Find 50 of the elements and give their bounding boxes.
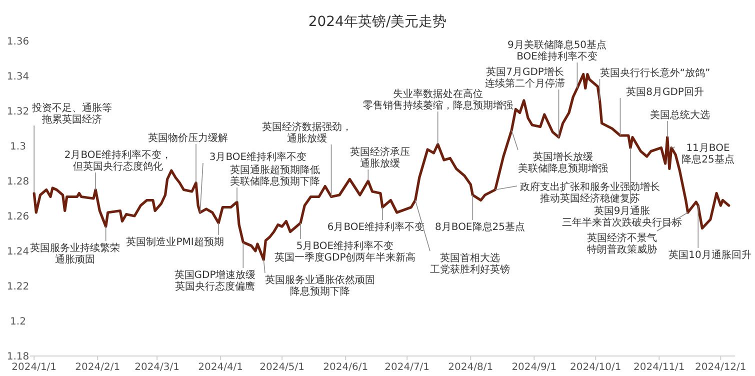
x-tick-label: 2024/11/1 xyxy=(634,362,685,373)
x-tick-label: 2024/12/1 xyxy=(695,362,746,373)
annotation: 英国8月GDP回升 xyxy=(626,86,704,98)
annotation: 8月BOE降息25基点 xyxy=(435,221,525,233)
annotation: 6月BOE维持利率不变 xyxy=(327,221,425,233)
annotation: 英国制造业PMI超预期 xyxy=(126,236,224,248)
x-tick-label: 2024/10/1 xyxy=(570,362,622,373)
annotation: 英国经济数据强劲，通胀放缓 xyxy=(262,121,352,144)
y-tick-label: 1.36 xyxy=(6,36,30,48)
annotation: 英国经济不景气特朗普政策威胁 xyxy=(587,232,657,256)
annotation: 英国9月通胀三年半来首次跌破央行目标 xyxy=(562,205,682,228)
chart-title: 2024年英镑/美元走势 xyxy=(308,14,447,30)
y-tick-label: 1.22 xyxy=(6,282,30,292)
annotation: 9月美联储降息50基点BOE维持利率不变 xyxy=(507,39,607,62)
y-tick-label: 1.32 xyxy=(6,106,30,118)
y-tick-label: 1.34 xyxy=(6,72,30,82)
y-tick-label: 1.3 xyxy=(10,142,26,152)
annotation: 投资不足、通胀等拖累英国经济 xyxy=(31,102,112,126)
y-tick-label: 1.24 xyxy=(6,246,30,258)
y-tick-label: 1.28 xyxy=(6,176,30,188)
annotation: 英国通胀超预期降低美联储降息预期下降 xyxy=(230,164,320,188)
annotation: 3月BOE维持利率不变 xyxy=(209,151,307,163)
annotation: 英国物价压力缓解 xyxy=(148,132,228,144)
annotation: 美国总统大选 xyxy=(650,109,710,121)
x-tick-label: 2024/7/1 xyxy=(384,362,430,373)
y-tick-label: 1.26 xyxy=(6,212,30,222)
x-tick-label: 2024/6/1 xyxy=(323,362,368,373)
x-tick-label: 2024/1/1 xyxy=(12,362,57,373)
x-tick-label: 2024/4/1 xyxy=(198,362,244,373)
annotation: 失业率数据处在高位零售销售持续萎缩，降息预期增强 xyxy=(363,88,513,112)
annotation: 英国首相大选工党获胜利好英镑 xyxy=(430,252,510,276)
annotation: 英国经济承压通胀放缓 xyxy=(350,146,410,170)
x-tick-label: 2024/5/1 xyxy=(260,362,305,373)
annotation: 英国服务业持续繁荣通胀顽固 xyxy=(30,242,120,266)
y-tick-label: 1.18 xyxy=(6,352,30,362)
annotation: 2月BOE维持利率不变，但英国央行态度鸽化 xyxy=(64,149,172,172)
annotation: 英国10月通胀回升 xyxy=(668,249,752,261)
annotation: 英国央行行长意外“放鸽” xyxy=(600,67,710,79)
x-tick-label: 2024/8/1 xyxy=(448,362,494,373)
annotation: 11月BOE降息25基点 xyxy=(682,143,734,166)
annotation: 英国增长放缓美联储降息预期增强 xyxy=(518,151,608,174)
annotation: 英国服务业通胀依然顽固降息预期下降 xyxy=(265,274,375,298)
y-tick-label: 1.2 xyxy=(10,316,26,328)
x-tick-label: 2024/2/1 xyxy=(75,362,120,373)
annotation: 英国GDP增速放缓英国央行态度偏鹰 xyxy=(174,269,256,292)
annotation: 政府支出扩张和服务业强劲增长推动英国经济稳健复苏 xyxy=(520,181,660,204)
annotation: 英国7月GDP增长连续第二个月停滞 xyxy=(485,66,565,90)
x-tick-label: 2024/3/1 xyxy=(134,362,180,373)
annotation: 5月BOE维持利率不变英国一季度GDP创两年半来新高 xyxy=(274,240,416,264)
x-tick-label: 2024/9/1 xyxy=(512,362,557,373)
